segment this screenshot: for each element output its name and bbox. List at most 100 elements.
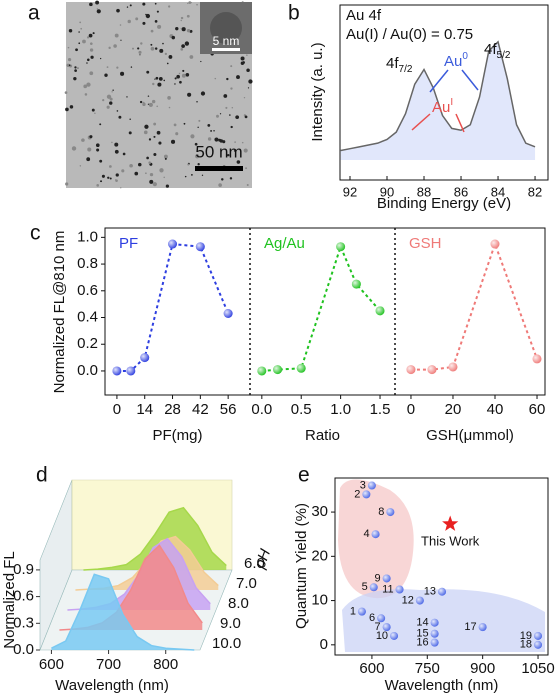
arrow: [455, 113, 465, 133]
particle: [120, 187, 122, 189]
particle: [143, 130, 148, 135]
point-shine: [140, 353, 150, 363]
particle: [80, 27, 83, 30]
highlight-label: This Work: [421, 533, 480, 548]
particle: [129, 163, 133, 168]
point-shine: [367, 481, 376, 490]
particle: [241, 141, 244, 144]
particle: [171, 35, 176, 40]
particle: [156, 130, 161, 135]
particle: [79, 21, 82, 24]
particle: [150, 46, 155, 51]
particle: [166, 62, 169, 65]
particle: [181, 44, 185, 48]
x-tick-label: 1.0: [330, 401, 351, 418]
depth-tick-label: 6.0: [244, 555, 265, 572]
point-shine: [195, 242, 205, 252]
particle: [248, 79, 253, 84]
x-tick-label: 800: [153, 656, 178, 673]
particle: [84, 93, 88, 96]
particle: [168, 106, 171, 109]
panel-label: d: [36, 464, 48, 487]
particle: [137, 47, 140, 50]
subtitle: Au(I) / Au(0) = 0.75: [346, 26, 473, 43]
particle: [82, 39, 86, 44]
particle: [146, 156, 149, 160]
point-label: 12: [402, 594, 414, 606]
particle: [87, 58, 90, 62]
particle: [200, 60, 202, 63]
particle: [109, 177, 112, 180]
particle: [96, 184, 100, 187]
point-label: 16: [416, 637, 428, 649]
spectrum: [340, 40, 536, 152]
particle: [196, 3, 198, 6]
particle: [207, 123, 211, 127]
x-tick-label: 56: [220, 401, 237, 418]
x-tick-label: 40: [487, 401, 504, 418]
particles: [64, 0, 253, 189]
particle: [146, 70, 150, 74]
particle: [151, 99, 156, 104]
inset-scale-label: 5 nm: [213, 34, 240, 48]
particle: [153, 122, 157, 126]
particle: [159, 48, 164, 53]
y-axis-label: Intensity (a. u.): [309, 42, 326, 141]
y-tick-label: 0.8: [77, 255, 98, 272]
particle: [219, 139, 224, 143]
particle: [246, 54, 248, 56]
particle: [207, 137, 212, 141]
particle: [165, 184, 170, 188]
trend-line: [261, 243, 381, 372]
particle: [156, 10, 159, 13]
particle: [139, 100, 143, 104]
particle: [111, 141, 113, 144]
particle: [100, 57, 102, 60]
z-tick-label: 0.0: [13, 641, 34, 658]
particle: [106, 105, 110, 109]
particle: [231, 106, 234, 109]
x-tick-label: 700: [96, 656, 121, 673]
annotation: Au0: [444, 51, 468, 70]
particle: [142, 2, 146, 6]
point-shine: [371, 530, 380, 539]
particle: [234, 141, 236, 143]
particle: [69, 105, 74, 109]
point-shine: [438, 587, 447, 596]
particle: [149, 172, 154, 177]
particle: [150, 29, 154, 33]
particle: [90, 55, 94, 59]
particle: [130, 66, 133, 68]
particle: [194, 142, 198, 146]
particle: [197, 163, 200, 166]
y-tick-label: 30: [311, 503, 328, 520]
x-tick-label: 20: [445, 401, 462, 418]
particle: [78, 42, 81, 45]
particle: [229, 114, 231, 116]
particle: [152, 82, 155, 86]
point-shine: [490, 239, 500, 249]
point-shine: [406, 365, 416, 375]
particle: [180, 27, 182, 30]
particle: [111, 91, 113, 93]
particle: [221, 178, 224, 181]
particle: [96, 8, 99, 10]
x-axis-label: Ratio: [305, 427, 340, 444]
particle: [65, 107, 69, 112]
y-axis-label: Normalized FL: [1, 551, 18, 649]
point-shine: [390, 631, 399, 640]
point-label: 11: [382, 583, 393, 595]
particle: [116, 8, 120, 13]
x-axis-label: Binding Energy (eV): [377, 195, 511, 212]
spectrum-fill: [59, 545, 203, 630]
particle: [178, 72, 181, 75]
particle: [92, 32, 95, 35]
particle: [247, 87, 250, 89]
particle: [175, 132, 179, 136]
point-shine: [377, 614, 386, 623]
x-axis-label: PF(mg): [153, 427, 203, 444]
particle: [187, 2, 189, 5]
y-tick-label: 20: [311, 547, 328, 564]
particle: [91, 108, 95, 112]
particle: [164, 52, 168, 56]
